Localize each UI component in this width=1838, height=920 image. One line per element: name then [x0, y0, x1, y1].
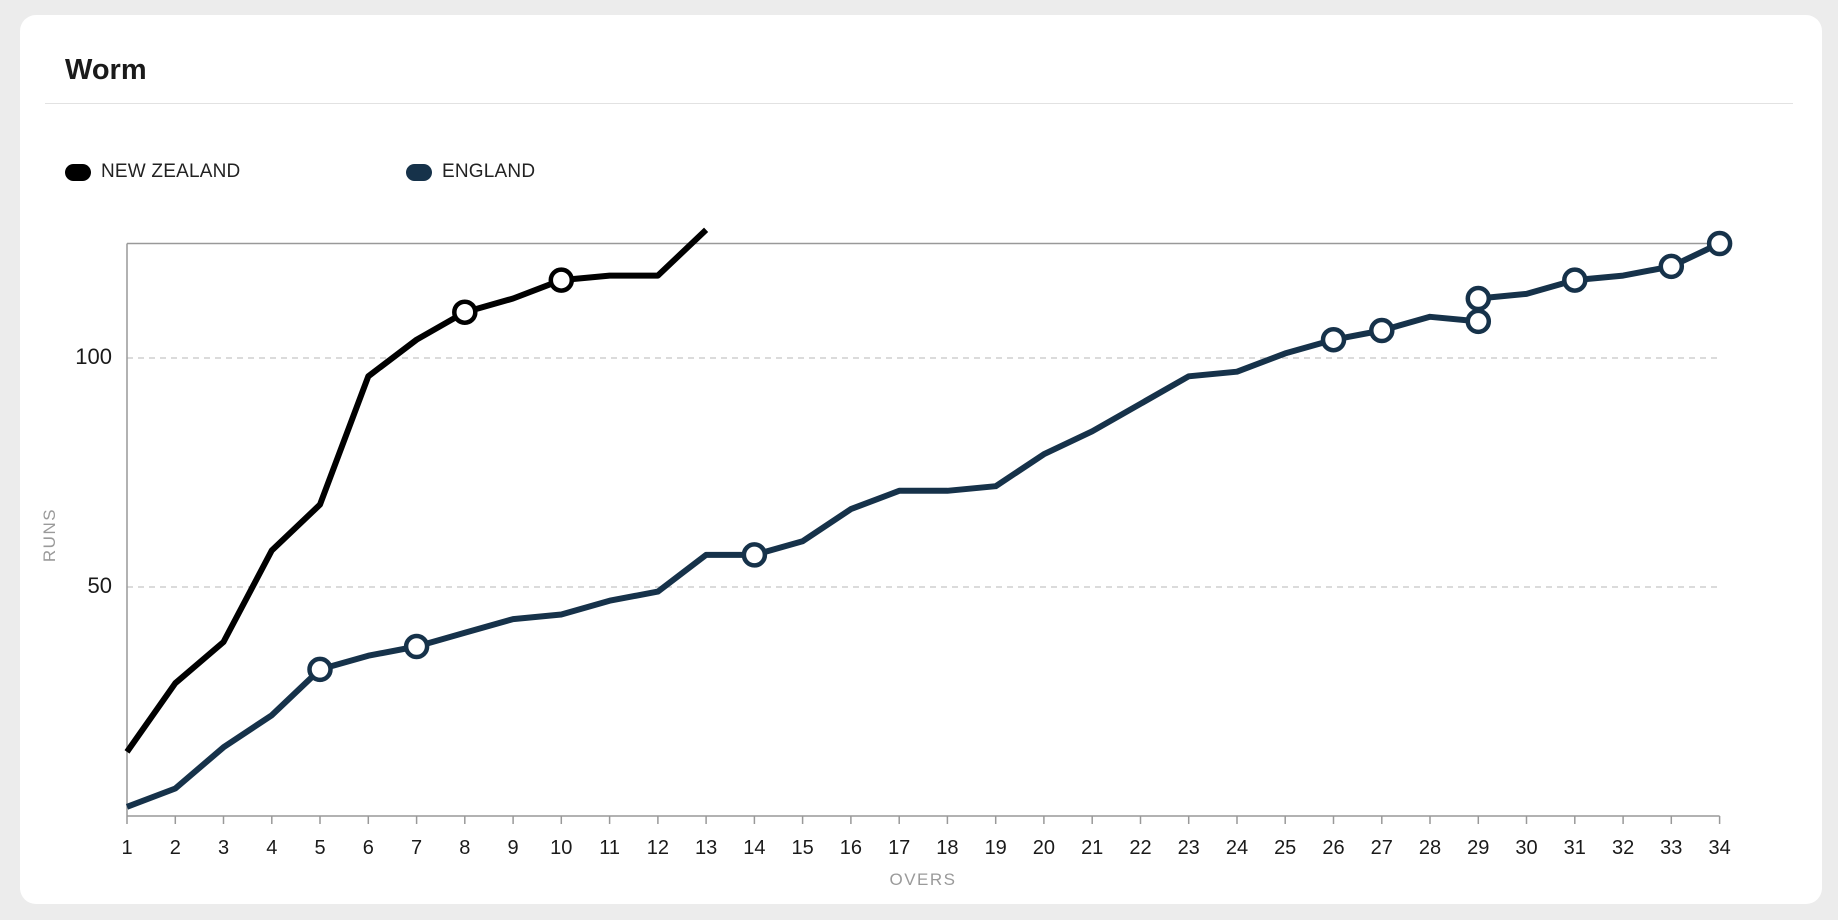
svg-text:9: 9: [508, 837, 519, 859]
svg-text:23: 23: [1178, 837, 1200, 859]
svg-text:24: 24: [1226, 837, 1248, 859]
svg-text:5: 5: [314, 837, 325, 859]
svg-text:4: 4: [266, 837, 277, 859]
svg-text:34: 34: [1708, 837, 1730, 859]
svg-text:11: 11: [599, 837, 620, 859]
svg-text:10: 10: [550, 837, 572, 859]
svg-text:50: 50: [88, 573, 112, 598]
svg-text:3: 3: [218, 837, 229, 859]
svg-text:2: 2: [170, 837, 181, 859]
svg-text:28: 28: [1419, 837, 1441, 859]
svg-text:27: 27: [1371, 837, 1393, 859]
svg-text:13: 13: [695, 837, 717, 859]
svg-text:16: 16: [840, 837, 862, 859]
svg-text:17: 17: [888, 837, 910, 859]
svg-text:30: 30: [1515, 837, 1537, 859]
svg-text:21: 21: [1081, 837, 1103, 859]
svg-text:OVERS: OVERS: [889, 870, 956, 889]
svg-text:6: 6: [363, 837, 374, 859]
svg-text:31: 31: [1564, 837, 1586, 859]
svg-text:12: 12: [647, 837, 669, 859]
svg-text:18: 18: [936, 837, 958, 859]
svg-text:26: 26: [1322, 837, 1344, 859]
svg-text:15: 15: [791, 837, 813, 859]
svg-text:100: 100: [75, 344, 112, 369]
svg-text:1: 1: [121, 837, 132, 859]
svg-text:8: 8: [459, 837, 470, 859]
svg-text:29: 29: [1467, 837, 1489, 859]
svg-text:20: 20: [1033, 837, 1055, 859]
svg-text:32: 32: [1612, 837, 1634, 859]
svg-text:RUNS: RUNS: [40, 508, 59, 562]
svg-text:22: 22: [1129, 837, 1151, 859]
svg-text:14: 14: [743, 837, 765, 859]
svg-text:33: 33: [1660, 837, 1682, 859]
svg-text:7: 7: [411, 837, 422, 859]
svg-text:25: 25: [1274, 837, 1296, 859]
svg-text:19: 19: [985, 837, 1007, 859]
